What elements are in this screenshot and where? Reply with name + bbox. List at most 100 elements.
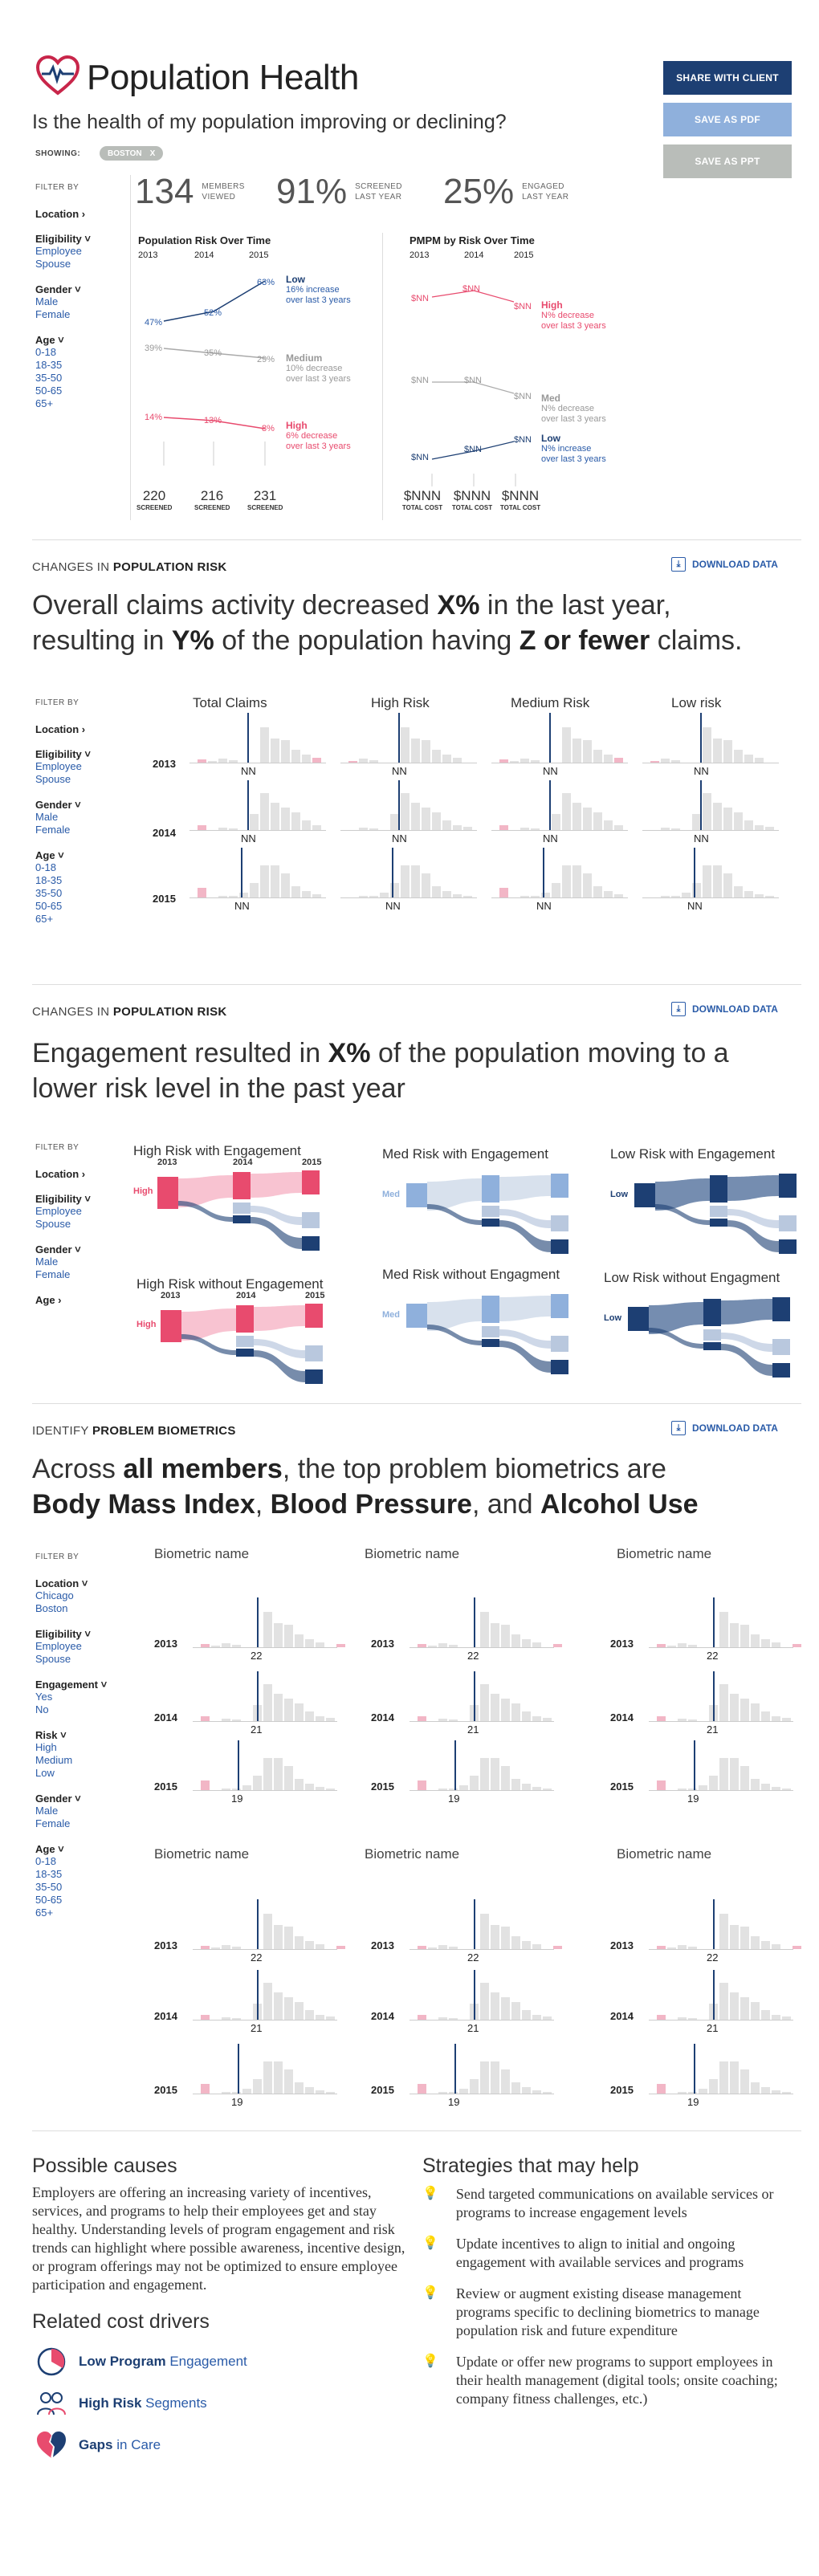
- filter-location[interactable]: Location ›: [35, 208, 86, 220]
- histogram-bar: [326, 2016, 335, 2020]
- histogram-bar: [453, 894, 462, 897]
- filter-location[interactable]: Location ›: [35, 1168, 86, 1180]
- driver-gaps-care[interactable]: Gaps in Care: [35, 2429, 161, 2461]
- filter-chicago[interactable]: Chicago: [35, 1589, 74, 1601]
- filter-age-0[interactable]: 0-18: [35, 346, 57, 358]
- histogram: [499, 849, 623, 897]
- median-label: 19: [231, 1793, 243, 1805]
- driver-high-risk[interactable]: High Risk Segments: [35, 2387, 207, 2419]
- filter-age[interactable]: Age ˅: [35, 849, 64, 861]
- save-pdf-button[interactable]: SAVE AS PDF: [663, 103, 792, 136]
- histogram-bar: [411, 803, 420, 830]
- histogram: [418, 1742, 562, 1790]
- filter-age-2[interactable]: 35-50: [35, 1881, 63, 1893]
- median-marker: [398, 780, 400, 830]
- filter-male[interactable]: Male: [35, 811, 59, 823]
- filter-spouse[interactable]: Spouse: [35, 773, 71, 785]
- filter-age-1[interactable]: 18-35: [35, 359, 63, 371]
- histogram-bar: [316, 1944, 324, 1949]
- filter-age-2[interactable]: 35-50: [35, 887, 63, 899]
- filter-spouse[interactable]: Spouse: [35, 1653, 71, 1665]
- filter-location[interactable]: Location ˅: [35, 1577, 88, 1589]
- histogram-bar: [274, 1694, 283, 1721]
- section3-download-button[interactable]: ⤓ DOWNLOAD DATA: [671, 1421, 778, 1435]
- histogram-bar: [501, 1625, 510, 1647]
- section2-download-button[interactable]: ⤓ DOWNLOAD DATA: [671, 1002, 778, 1016]
- filter-boston[interactable]: Boston: [35, 1602, 68, 1614]
- driver-low-engagement[interactable]: Low Program Engagement: [35, 2346, 247, 2378]
- histogram-bar: [222, 1719, 230, 1721]
- histogram-bar: [359, 896, 368, 897]
- histogram-bar: [562, 793, 571, 830]
- filter-medium[interactable]: Medium: [35, 1754, 73, 1766]
- median-label: NN: [385, 900, 401, 912]
- filter-low[interactable]: Low: [35, 1767, 55, 1779]
- histogram-bar: [449, 1947, 458, 1949]
- filter-age-2[interactable]: 35-50: [35, 372, 63, 384]
- filter-yes[interactable]: Yes: [35, 1691, 53, 1703]
- filter-age-0[interactable]: 0-18: [35, 861, 57, 873]
- filter-gender[interactable]: Gender ˅: [35, 1243, 81, 1255]
- median-label: NN: [241, 765, 256, 777]
- filter-age-0[interactable]: 0-18: [35, 1855, 57, 1867]
- histogram-bar: [719, 1612, 728, 1647]
- histogram-bar: [501, 1997, 510, 2020]
- filter-age-1[interactable]: 18-35: [35, 1868, 63, 1880]
- filter-eligibility[interactable]: Eligibility ˅: [35, 1628, 92, 1640]
- close-icon[interactable]: X: [149, 149, 156, 158]
- histogram-bar: [719, 1758, 728, 1790]
- high-2014: 13%: [204, 416, 222, 425]
- filter-age[interactable]: Age ˅: [35, 334, 64, 346]
- save-ppt-button[interactable]: SAVE AS PPT: [663, 144, 792, 178]
- filter-female[interactable]: Female: [35, 308, 71, 320]
- filter-age-4[interactable]: 65+: [35, 397, 54, 409]
- biometric-name-title: Biometric name: [154, 1846, 250, 1862]
- filter-employee[interactable]: Employee: [35, 245, 82, 257]
- filter-age-3[interactable]: 50-65: [35, 900, 63, 912]
- filter-spouse[interactable]: Spouse: [35, 1218, 71, 1230]
- histogram: [201, 1599, 345, 1647]
- filter-male[interactable]: Male: [35, 1255, 59, 1268]
- med-2015: 29%: [257, 355, 275, 364]
- filter-risk[interactable]: Risk ˅: [35, 1729, 67, 1741]
- histogram-bar: [201, 1780, 210, 1790]
- filter-female[interactable]: Female: [35, 1268, 71, 1280]
- filter-age-4[interactable]: 65+: [35, 913, 54, 925]
- histogram-bar: [751, 2002, 760, 2020]
- section1-download-button[interactable]: ⤓ DOWNLOAD DATA: [671, 557, 778, 572]
- filter-no[interactable]: No: [35, 1703, 49, 1715]
- filter-male[interactable]: Male: [35, 1805, 59, 1817]
- filter-spouse[interactable]: Spouse: [35, 258, 71, 270]
- filter-employee[interactable]: Employee: [35, 1205, 82, 1217]
- histogram-bar: [532, 1716, 541, 1721]
- filter-age[interactable]: Age ›: [35, 1294, 62, 1306]
- filter-employee[interactable]: Employee: [35, 1640, 82, 1652]
- histogram-bar: [501, 1766, 510, 1790]
- histogram-bar: [432, 750, 441, 763]
- filter-age-1[interactable]: 18-35: [35, 874, 63, 886]
- filter-age[interactable]: Age ˅: [35, 1843, 64, 1855]
- filter-female[interactable]: Female: [35, 824, 71, 836]
- biometric-name-title: Biometric name: [617, 1846, 712, 1862]
- histogram-bar: [501, 1699, 510, 1721]
- filter-gender[interactable]: Gender ˅: [35, 283, 81, 295]
- filter-high[interactable]: High: [35, 1741, 57, 1753]
- filter-engagement[interactable]: Engagement ˅: [35, 1679, 108, 1691]
- filter-age-4[interactable]: 65+: [35, 1907, 54, 1919]
- filter-chip-boston[interactable]: BOSTON X: [100, 146, 164, 161]
- histogram-bar: [730, 1758, 739, 1790]
- filter-employee[interactable]: Employee: [35, 760, 82, 772]
- strategies-list: 💡 Send targeted communications on availab…: [422, 2185, 792, 2421]
- filter-age-3[interactable]: 50-65: [35, 385, 63, 397]
- filter-female[interactable]: Female: [35, 1817, 71, 1829]
- filter-location[interactable]: Location ›: [35, 723, 86, 735]
- filter-gender[interactable]: Gender ˅: [35, 799, 81, 811]
- filter-eligibility[interactable]: Eligibility ˅: [35, 233, 92, 245]
- share-button[interactable]: SHARE WITH CLIENT: [663, 61, 792, 95]
- filter-gender[interactable]: Gender ˅: [35, 1793, 81, 1805]
- filter-eligibility[interactable]: Eligibility ˅: [35, 748, 92, 760]
- filter-age-3[interactable]: 50-65: [35, 1894, 63, 1906]
- filter-eligibility[interactable]: Eligibility ˅: [35, 1193, 92, 1205]
- filter-male[interactable]: Male: [35, 295, 59, 307]
- histogram-bar: [532, 1642, 541, 1647]
